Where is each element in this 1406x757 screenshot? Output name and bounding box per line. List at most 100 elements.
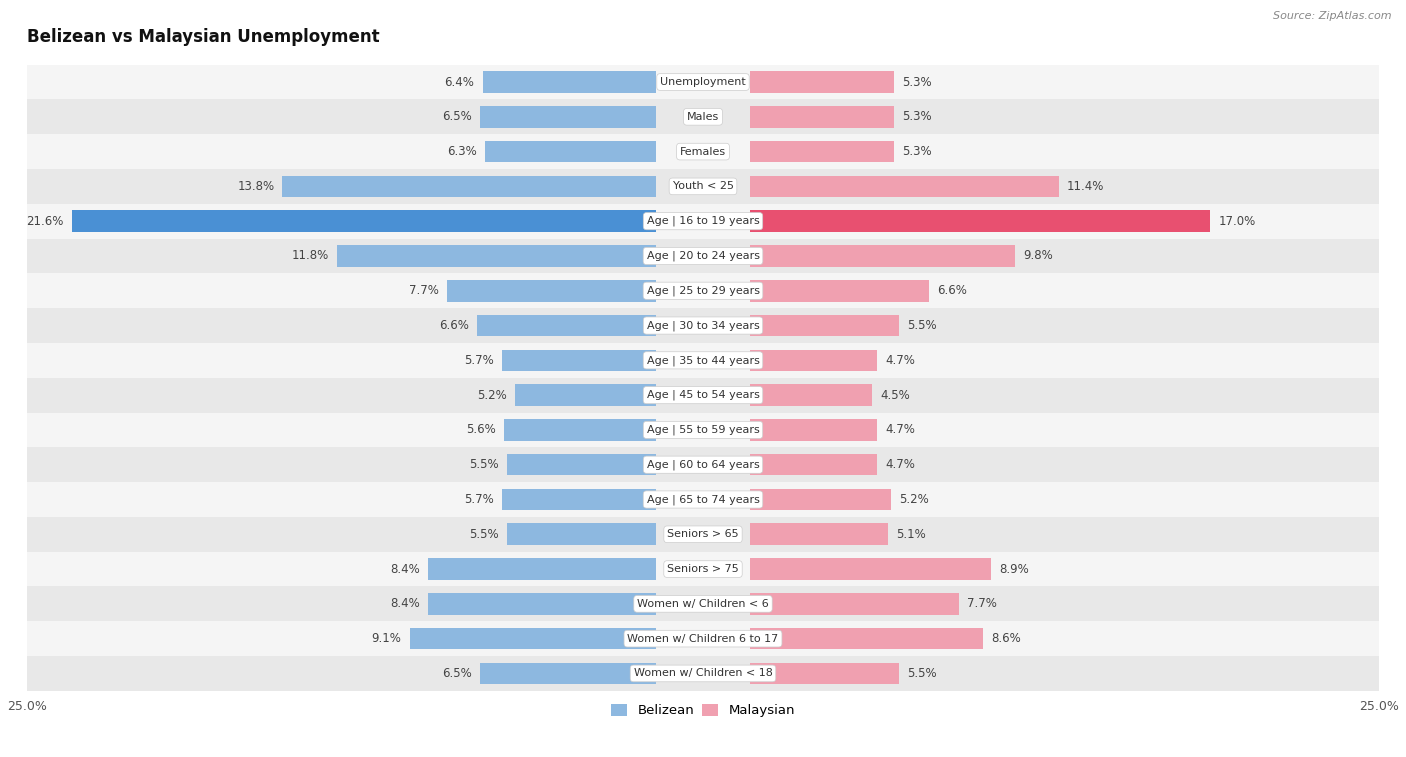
Bar	[27, 482, 1379, 517]
Text: 11.4%: 11.4%	[1067, 180, 1104, 193]
Bar	[477, 315, 655, 336]
Bar	[27, 169, 1379, 204]
Bar	[751, 106, 894, 128]
Text: 6.6%: 6.6%	[439, 319, 470, 332]
Text: 7.7%: 7.7%	[409, 284, 439, 298]
Legend: Belizean, Malaysian: Belizean, Malaysian	[606, 699, 800, 722]
Bar	[751, 558, 991, 580]
Text: 9.1%: 9.1%	[371, 632, 402, 645]
Bar	[485, 141, 655, 163]
Text: Age | 16 to 19 years: Age | 16 to 19 years	[647, 216, 759, 226]
Bar	[751, 245, 1015, 266]
Bar	[751, 176, 1059, 197]
Bar	[27, 134, 1379, 169]
Bar	[751, 454, 877, 475]
Text: 4.7%: 4.7%	[886, 423, 915, 437]
Text: 5.3%: 5.3%	[901, 76, 931, 89]
Text: 5.3%: 5.3%	[901, 111, 931, 123]
Text: Seniors > 75: Seniors > 75	[666, 564, 740, 574]
Bar	[751, 593, 959, 615]
Text: Age | 55 to 59 years: Age | 55 to 59 years	[647, 425, 759, 435]
Text: 8.6%: 8.6%	[991, 632, 1021, 645]
Text: 5.1%: 5.1%	[897, 528, 927, 540]
Text: 5.5%: 5.5%	[907, 319, 936, 332]
Text: Age | 45 to 54 years: Age | 45 to 54 years	[647, 390, 759, 400]
Bar	[751, 524, 889, 545]
Text: 5.3%: 5.3%	[901, 145, 931, 158]
Text: 5.2%: 5.2%	[898, 493, 929, 506]
Text: Seniors > 65: Seniors > 65	[668, 529, 738, 539]
Bar	[27, 308, 1379, 343]
Bar	[72, 210, 655, 232]
Bar	[429, 558, 655, 580]
Bar	[27, 343, 1379, 378]
Text: Women w/ Children < 6: Women w/ Children < 6	[637, 599, 769, 609]
Text: 4.5%: 4.5%	[880, 388, 910, 402]
Bar	[751, 489, 891, 510]
Bar	[27, 64, 1379, 99]
Text: 11.8%: 11.8%	[291, 250, 329, 263]
Text: Males: Males	[688, 112, 718, 122]
Bar	[751, 419, 877, 441]
Text: 21.6%: 21.6%	[27, 215, 63, 228]
Text: 13.8%: 13.8%	[238, 180, 274, 193]
Text: 5.2%: 5.2%	[477, 388, 508, 402]
Bar	[479, 106, 655, 128]
Bar	[27, 99, 1379, 134]
Text: Youth < 25: Youth < 25	[672, 182, 734, 192]
Bar	[27, 238, 1379, 273]
Text: 6.6%: 6.6%	[936, 284, 967, 298]
Text: 5.5%: 5.5%	[907, 667, 936, 680]
Text: Age | 30 to 34 years: Age | 30 to 34 years	[647, 320, 759, 331]
Text: Unemployment: Unemployment	[661, 77, 745, 87]
Text: 6.5%: 6.5%	[441, 111, 472, 123]
Text: Belizean vs Malaysian Unemployment: Belizean vs Malaysian Unemployment	[27, 28, 380, 46]
Text: Source: ZipAtlas.com: Source: ZipAtlas.com	[1274, 11, 1392, 21]
Bar	[27, 517, 1379, 552]
Text: 8.4%: 8.4%	[391, 562, 420, 575]
Text: 6.3%: 6.3%	[447, 145, 477, 158]
Text: Females: Females	[681, 147, 725, 157]
Bar	[27, 447, 1379, 482]
Text: 8.9%: 8.9%	[1000, 562, 1029, 575]
Bar	[515, 385, 655, 406]
Bar	[751, 210, 1211, 232]
Bar	[27, 378, 1379, 413]
Text: 5.6%: 5.6%	[467, 423, 496, 437]
Text: 17.0%: 17.0%	[1218, 215, 1256, 228]
Text: 7.7%: 7.7%	[967, 597, 997, 610]
Bar	[482, 71, 655, 93]
Text: 5.5%: 5.5%	[470, 528, 499, 540]
Bar	[502, 350, 655, 371]
Bar	[751, 280, 929, 301]
Bar	[447, 280, 655, 301]
Text: 5.7%: 5.7%	[464, 493, 494, 506]
Bar	[751, 662, 898, 684]
Text: 8.4%: 8.4%	[391, 597, 420, 610]
Bar	[508, 454, 655, 475]
Text: Women w/ Children < 18: Women w/ Children < 18	[634, 668, 772, 678]
Text: 4.7%: 4.7%	[886, 354, 915, 367]
Text: Age | 65 to 74 years: Age | 65 to 74 years	[647, 494, 759, 505]
Bar	[27, 552, 1379, 587]
Bar	[27, 273, 1379, 308]
Bar	[27, 621, 1379, 656]
Bar	[27, 656, 1379, 691]
Text: 5.7%: 5.7%	[464, 354, 494, 367]
Text: Age | 60 to 64 years: Age | 60 to 64 years	[647, 459, 759, 470]
Bar	[751, 71, 894, 93]
Bar	[751, 628, 983, 650]
Bar	[751, 141, 894, 163]
Text: 4.7%: 4.7%	[886, 458, 915, 471]
Text: Women w/ Children 6 to 17: Women w/ Children 6 to 17	[627, 634, 779, 643]
Bar	[409, 628, 655, 650]
Bar	[751, 315, 898, 336]
Text: 6.4%: 6.4%	[444, 76, 474, 89]
Bar	[336, 245, 655, 266]
Bar	[27, 587, 1379, 621]
Text: Age | 35 to 44 years: Age | 35 to 44 years	[647, 355, 759, 366]
Bar	[502, 489, 655, 510]
Bar	[508, 524, 655, 545]
Text: 9.8%: 9.8%	[1024, 250, 1053, 263]
Text: 5.5%: 5.5%	[470, 458, 499, 471]
